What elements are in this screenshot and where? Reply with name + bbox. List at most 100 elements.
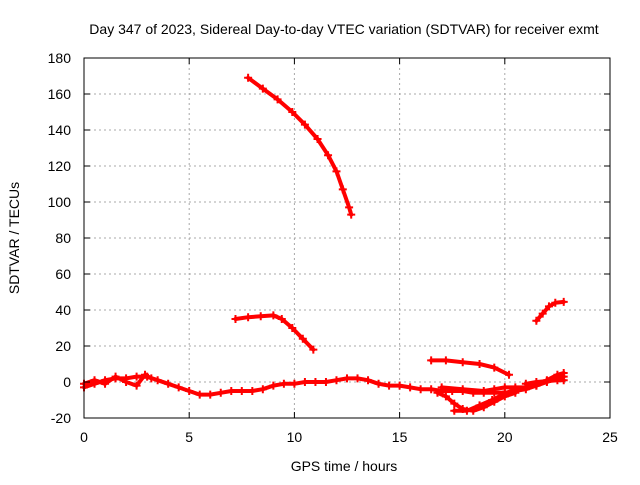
x-tick-label: 10 [287, 429, 303, 445]
data-point [353, 374, 362, 383]
data-point [450, 406, 459, 415]
x-tick-label: 5 [185, 429, 193, 445]
data-point [450, 399, 459, 408]
data-point [300, 120, 309, 129]
data-point [458, 358, 467, 367]
x-tick-label: 0 [80, 429, 88, 445]
data-point [244, 73, 253, 82]
data-point [498, 390, 507, 399]
data-point [488, 396, 497, 404]
data-point [406, 383, 415, 392]
data-point [132, 372, 141, 381]
data-point [231, 315, 240, 323]
data-point [416, 385, 425, 394]
data-point [338, 185, 347, 194]
data-point [300, 378, 309, 386]
data-point [364, 376, 373, 385]
data-point [279, 379, 288, 388]
data-point [101, 379, 110, 388]
data-point [532, 316, 541, 325]
data-point [311, 378, 320, 386]
data-point [479, 387, 488, 395]
y-tick-label: 80 [55, 230, 71, 246]
y-tick-label: 40 [55, 302, 71, 318]
y-tick-label: 160 [48, 86, 72, 102]
y-tick-label: 60 [55, 266, 71, 282]
x-axis-label: GPS time / hours [291, 458, 398, 474]
data-point [433, 388, 442, 397]
data-point [132, 381, 141, 390]
data-point [559, 369, 568, 377]
data-point [248, 387, 257, 395]
data-point [559, 297, 568, 306]
data-point [345, 203, 354, 212]
data-point [347, 210, 356, 219]
series-layer [80, 73, 568, 415]
data-point [122, 378, 131, 386]
data-point [237, 387, 246, 395]
data-point [343, 374, 351, 383]
data-point [141, 370, 150, 379]
y-tick-label: 100 [48, 194, 72, 210]
y-tick-label: 0 [63, 374, 71, 390]
data-point [324, 151, 333, 160]
y-tick-label: 120 [48, 158, 72, 174]
series-arc-4-far-right [532, 297, 568, 325]
data-point [290, 379, 299, 388]
y-tick-label: 20 [55, 338, 71, 354]
data-point [206, 390, 215, 399]
data-point [551, 298, 560, 307]
x-tick-label: 25 [602, 429, 618, 445]
data-point [544, 302, 553, 311]
y-tick-label: -20 [51, 410, 71, 426]
data-point [500, 383, 509, 392]
data-point [269, 381, 278, 390]
data-point [332, 167, 341, 176]
data-point [174, 383, 183, 392]
data-point [374, 379, 383, 388]
data-point [395, 381, 404, 390]
series-baseline-left-jitter [80, 370, 156, 390]
data-point [288, 108, 297, 116]
x-tick-label: 15 [392, 429, 408, 445]
data-point [475, 360, 484, 368]
data-point [321, 378, 330, 386]
x-tick-label: 20 [497, 429, 513, 445]
data-point [309, 345, 318, 354]
series-baseline-right-flat [521, 376, 568, 388]
data-point [185, 387, 194, 395]
data-point [490, 363, 499, 372]
data-point [164, 379, 173, 388]
tick-layer: 0 5 10 15 20 25 -20 0 20 40 60 80 100 120 140 160 180 [48, 50, 618, 445]
data-point [332, 376, 341, 385]
data-point [385, 381, 394, 390]
data-point [111, 372, 120, 381]
data-point [288, 324, 297, 332]
data-point [538, 309, 547, 318]
data-point [511, 385, 520, 394]
y-tick-label: 140 [48, 122, 72, 138]
series-low-dip-2 [450, 385, 520, 415]
data-point [437, 383, 446, 392]
data-point [90, 376, 99, 385]
data-point [277, 315, 286, 323]
grid-layer [84, 58, 610, 418]
data-point [269, 311, 278, 320]
data-point [147, 374, 156, 383]
data-point [273, 95, 282, 104]
data-point [313, 135, 322, 143]
data-point [490, 385, 499, 394]
data-point [542, 377, 551, 386]
data-point [258, 385, 267, 394]
data-point [427, 385, 436, 394]
data-point [298, 334, 307, 343]
data-point [227, 387, 236, 395]
data-point [458, 385, 467, 394]
data-point [559, 376, 568, 385]
data-point [475, 401, 484, 410]
y-axis-label: SDTVAR / TECUs [6, 182, 22, 294]
series-arc-2-mid [231, 311, 318, 354]
